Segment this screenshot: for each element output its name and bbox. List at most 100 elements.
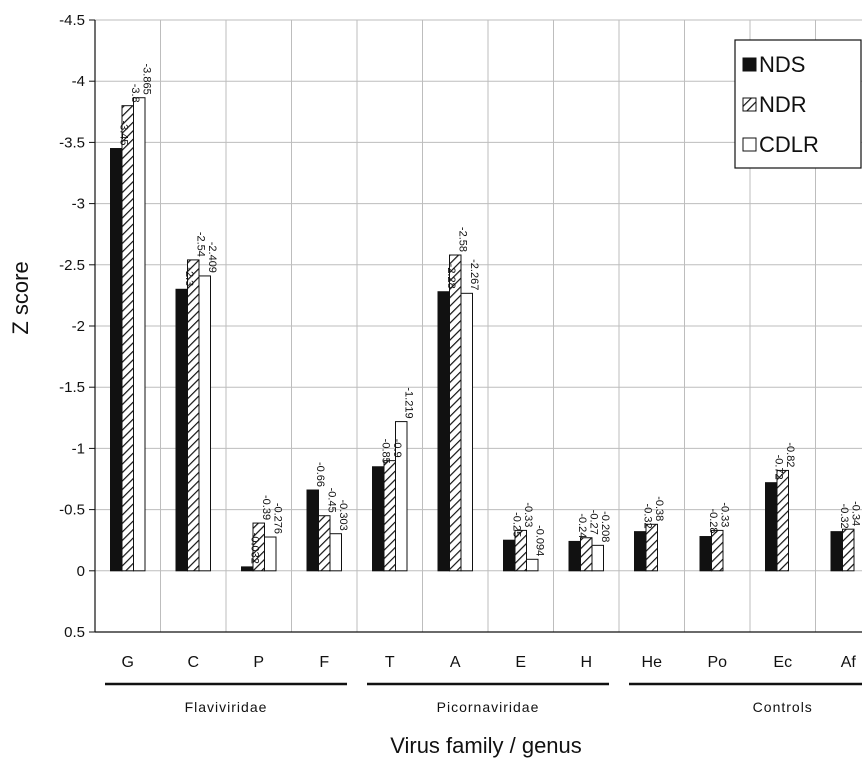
bar-ndr-c xyxy=(187,259,200,572)
legend-label: CDLR xyxy=(759,132,819,157)
data-label: -0.72 xyxy=(772,455,784,480)
data-label: -0.32 xyxy=(641,504,653,529)
bar-ndr-e xyxy=(514,529,527,572)
data-label: -0.39 xyxy=(260,495,272,520)
bar-ndr-po xyxy=(711,529,724,572)
category-label: A xyxy=(450,654,461,671)
bar-ndr-af xyxy=(842,528,855,572)
data-label: -3.865 xyxy=(140,64,152,95)
category-label: Ec xyxy=(773,654,792,671)
x-axis-title: Virus family / genus xyxy=(390,733,582,758)
data-label: -0.66 xyxy=(314,462,326,487)
data-labels: -3.45 -3.8 -3.865 -2.3 -2.54 -2.409 -0.032 -0.3… xyxy=(117,64,861,564)
legend-label: NDS xyxy=(759,52,805,77)
bar-nds-he xyxy=(634,531,647,572)
category-label: H xyxy=(580,654,592,671)
data-label: -0.032 xyxy=(248,533,260,564)
bar-nds-af xyxy=(830,531,843,572)
data-label: -0.38 xyxy=(653,496,665,521)
category-label: T xyxy=(385,654,395,671)
bar-ndr-f xyxy=(318,515,331,572)
y-tick-label: -2.5 xyxy=(59,257,85,274)
y-tick-labels: -4.5 -4 -3.5 -3 -2.5 -2 -1.5 -1 -0.5 0 0.5 xyxy=(59,12,85,641)
data-label: -3.8 xyxy=(129,84,141,103)
y-tick-label: -3.5 xyxy=(59,134,85,151)
y-tick-label: 0 xyxy=(77,563,85,580)
category-label: F xyxy=(319,654,329,671)
group-label: Flaviviridae xyxy=(185,699,268,715)
category-label: P xyxy=(253,654,264,671)
data-label: -0.208 xyxy=(599,511,611,542)
data-label: -0.33 xyxy=(522,502,534,527)
data-label: -0.34 xyxy=(849,501,861,526)
data-label: -0.9 xyxy=(391,439,403,458)
bar-nds-e xyxy=(503,539,516,572)
category-label: He xyxy=(642,654,663,671)
data-label: -0.45 xyxy=(325,488,337,513)
data-label: -0.24 xyxy=(576,513,588,538)
category-label: C xyxy=(187,654,199,671)
data-label: -2.409 xyxy=(206,242,218,273)
data-label: -0.303 xyxy=(337,500,349,531)
bar-nds-t xyxy=(372,466,385,572)
bar-ndr-a xyxy=(449,254,462,572)
category-label: Po xyxy=(707,654,727,671)
bar-nds-h xyxy=(568,540,581,572)
bar-ndr-g xyxy=(121,105,134,572)
y-tick-label: -1.5 xyxy=(59,379,85,396)
group-label: Controls xyxy=(753,699,813,715)
data-label: -0.28 xyxy=(707,508,719,533)
y-tick-label: -0.5 xyxy=(59,502,85,519)
bar-cdlr-h xyxy=(591,544,604,572)
bar-cdlr-t xyxy=(395,421,408,572)
data-label: -0.27 xyxy=(587,510,599,535)
axes xyxy=(89,19,862,633)
group-label: Picornaviridae xyxy=(437,699,540,715)
category-label: Af xyxy=(841,654,857,671)
data-label: -2.54 xyxy=(194,232,206,257)
y-tick-label: -4.5 xyxy=(59,12,85,29)
bar-cdlr-f xyxy=(329,533,342,572)
bar-nds-c xyxy=(175,288,188,572)
bar-ndr-he xyxy=(645,523,658,572)
bar-cdlr-a xyxy=(460,292,473,572)
group-labels: Flaviviridae Picornaviridae Controls xyxy=(105,682,862,715)
category-label: E xyxy=(515,654,526,671)
bars xyxy=(110,97,855,572)
category-labels: GCPFTAEHHePoEcAfHu xyxy=(122,654,857,671)
data-label: -2.3 xyxy=(183,267,195,286)
legend-swatch xyxy=(742,57,757,72)
data-label: -2.28 xyxy=(445,264,457,289)
bar-nds-po xyxy=(699,536,712,572)
bar-cdlr-p xyxy=(264,536,277,572)
y-tick-label: -1 xyxy=(72,440,85,457)
data-label: -0.276 xyxy=(271,503,283,534)
data-label: -0.094 xyxy=(533,525,545,556)
legend: NDS NDR CDLR xyxy=(734,39,862,169)
bar-nds-f xyxy=(306,489,319,572)
bar-nds-p xyxy=(241,566,254,572)
bar-nds-ec xyxy=(765,482,778,572)
legend-swatch xyxy=(742,137,757,152)
data-label: -0.85 xyxy=(379,439,391,464)
data-label: -0.82 xyxy=(784,442,796,467)
y-tick-label: 0.5 xyxy=(64,624,85,641)
legend-swatch xyxy=(742,97,757,112)
data-label: -0.32 xyxy=(838,504,850,529)
data-label: -0.33 xyxy=(718,502,730,527)
data-label: -2.267 xyxy=(468,259,480,290)
bar-cdlr-e xyxy=(526,558,539,572)
data-label: -0.25 xyxy=(510,512,522,537)
bar-cdlr-c xyxy=(198,275,211,572)
bar-cdlr-g xyxy=(133,97,146,572)
y-tick-label: -2 xyxy=(72,318,85,335)
data-label: -1.219 xyxy=(402,387,414,418)
bar-nds-a xyxy=(437,291,450,572)
y-tick-label: -3 xyxy=(72,196,85,213)
bar-ndr-ec xyxy=(776,469,789,572)
bar-nds-g xyxy=(110,148,123,572)
bar-ndr-h xyxy=(580,537,593,572)
y-axis-title: Z score xyxy=(8,261,33,334)
category-label: G xyxy=(122,654,134,671)
